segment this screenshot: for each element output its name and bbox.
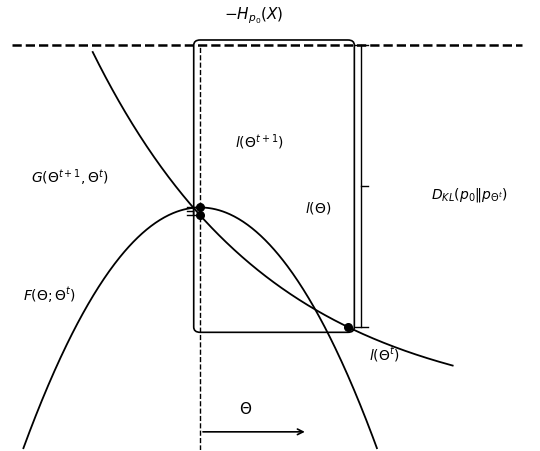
Text: $l(\Theta^t)$: $l(\Theta^t)$ [369,345,400,364]
Text: $D_{KL}(p_0\|p_{\Theta^t})$: $D_{KL}(p_0\|p_{\Theta^t})$ [431,186,508,204]
Text: $\Theta$: $\Theta$ [239,400,252,416]
Text: $l(\Theta)$: $l(\Theta)$ [305,200,332,216]
Text: $-H_{p_0}(X)$: $-H_{p_0}(X)$ [224,6,284,26]
Text: $G(\Theta^{t+1},\Theta^t)$: $G(\Theta^{t+1},\Theta^t)$ [31,167,109,187]
Text: $l(\Theta^{t+1})$: $l(\Theta^{t+1})$ [235,132,284,151]
Text: $F(\Theta;\Theta^t)$: $F(\Theta;\Theta^t)$ [23,285,76,304]
